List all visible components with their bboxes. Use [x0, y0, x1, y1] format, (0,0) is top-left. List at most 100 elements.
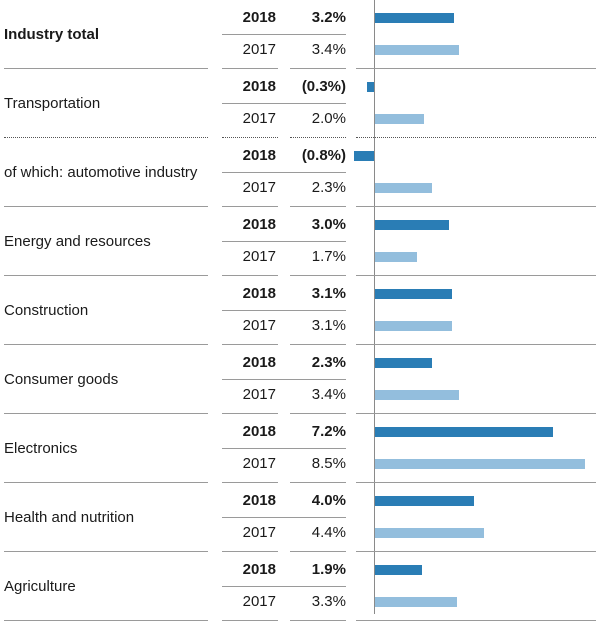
bar-2017 [375, 114, 425, 124]
bar-2017 [375, 459, 585, 469]
industry-label: Construction [4, 302, 89, 319]
bar-2017 [375, 321, 452, 331]
group-divider-value [290, 275, 346, 276]
bar-2018 [375, 496, 474, 506]
group-divider-year [222, 137, 278, 138]
value-label-2017: 3.1% [311, 317, 346, 334]
year-label-2018: 2018 [242, 423, 276, 440]
value-label-2018: 1.9% [311, 561, 346, 578]
group-divider-year [222, 344, 278, 345]
row-divider-inner [222, 379, 346, 380]
group-divider-label [4, 551, 208, 552]
group-divider-bar [356, 344, 596, 345]
industry-label: Health and nutrition [4, 509, 135, 526]
industry-label: Agriculture [4, 578, 76, 595]
group-divider-value [290, 551, 346, 552]
group-divider-label [4, 620, 208, 621]
row-divider-inner [222, 517, 346, 518]
zero-axis-line [374, 0, 375, 614]
year-label-2017: 2017 [242, 455, 276, 472]
value-label-2017: 4.4% [311, 524, 346, 541]
group-divider-label [4, 344, 208, 345]
group-divider-value [290, 68, 346, 69]
group-divider-label [4, 275, 208, 276]
group-divider-label [4, 68, 208, 69]
group-divider-year [222, 620, 278, 621]
value-label-2018: 3.0% [311, 216, 346, 233]
bar-2018 [375, 427, 553, 437]
year-label-2018: 2018 [242, 285, 276, 302]
bar-2017 [375, 597, 457, 607]
value-label-2017: 3.3% [311, 593, 346, 610]
group-divider-value [290, 137, 346, 138]
group-divider-year [222, 206, 278, 207]
group-divider-bar [356, 482, 596, 483]
group-divider-value [290, 344, 346, 345]
bar-2018 [375, 220, 450, 230]
row-divider-inner [222, 586, 346, 587]
value-label-2018: (0.8%) [301, 147, 346, 164]
value-label-2017: 3.4% [311, 41, 346, 58]
bar-2017 [375, 390, 459, 400]
value-label-2017: 1.7% [311, 248, 346, 265]
industry-label: Electronics [4, 440, 78, 457]
group-divider-bar [356, 551, 596, 552]
industry-label: Consumer goods [4, 371, 119, 388]
group-divider-bar [356, 137, 596, 138]
value-label-2018: 2.3% [311, 354, 346, 371]
group-divider-bar [356, 620, 596, 621]
value-label-2018: (0.3%) [301, 78, 346, 95]
industry-label: Industry total [4, 26, 100, 43]
group-divider-value [290, 620, 346, 621]
value-label-2017: 8.5% [311, 455, 346, 472]
group-divider-year [222, 551, 278, 552]
year-label-2018: 2018 [242, 9, 276, 26]
group-divider-year [222, 68, 278, 69]
group-divider-label [4, 482, 208, 483]
industry-label: Energy and resources [4, 233, 151, 250]
value-label-2017: 3.4% [311, 386, 346, 403]
row-divider-inner [222, 172, 346, 173]
group-divider-label [4, 137, 208, 138]
bar-2017 [375, 45, 459, 55]
bar-2018 [375, 13, 455, 23]
bar-2017 [375, 528, 484, 538]
group-divider-bar [356, 413, 596, 414]
group-divider-label [4, 206, 208, 207]
year-label-2018: 2018 [242, 561, 276, 578]
year-label-2017: 2017 [242, 179, 276, 196]
year-label-2018: 2018 [242, 354, 276, 371]
group-divider-bar [356, 275, 596, 276]
group-divider-year [222, 275, 278, 276]
year-label-2017: 2017 [242, 524, 276, 541]
group-divider-bar [356, 206, 596, 207]
group-divider-value [290, 206, 346, 207]
value-label-2018: 4.0% [311, 492, 346, 509]
year-label-2018: 2018 [242, 78, 276, 95]
year-label-2017: 2017 [242, 386, 276, 403]
year-label-2017: 2017 [242, 317, 276, 334]
year-label-2018: 2018 [242, 147, 276, 164]
bar-2017 [375, 252, 417, 262]
group-divider-year [222, 482, 278, 483]
group-divider-value [290, 413, 346, 414]
value-label-2017: 2.0% [311, 110, 346, 127]
value-label-2018: 3.2% [311, 9, 346, 26]
row-divider-inner [222, 241, 346, 242]
value-label-2018: 3.1% [311, 285, 346, 302]
bar-2018 [354, 151, 374, 161]
bar-2018 [375, 565, 422, 575]
bar-2017 [375, 183, 432, 193]
row-divider-inner [222, 448, 346, 449]
row-divider-inner [222, 34, 346, 35]
year-label-2017: 2017 [242, 110, 276, 127]
year-label-2017: 2017 [242, 593, 276, 610]
value-label-2018: 7.2% [311, 423, 346, 440]
bar-2018 [375, 289, 452, 299]
bar-2018 [366, 82, 374, 92]
group-divider-bar [356, 68, 596, 69]
row-divider-inner [222, 310, 346, 311]
group-divider-label [4, 413, 208, 414]
year-label-2017: 2017 [242, 248, 276, 265]
